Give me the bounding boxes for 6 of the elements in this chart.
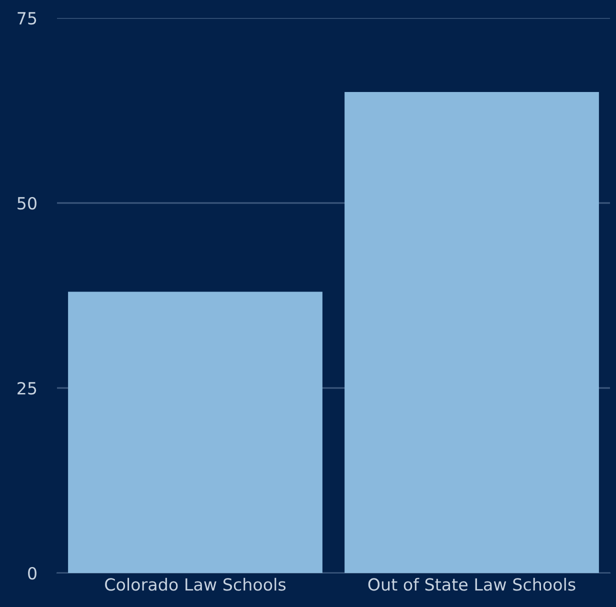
y-tick-label: 50 [18,196,36,210]
y-tick-label: 0 [28,566,36,580]
x-tick-label: Out of State Law Schools [368,578,576,591]
x-tick-label: Colorado Law Schools [105,578,286,591]
y-tick-label: 75 [18,12,36,25]
y-tick-label: 25 [18,382,36,395]
